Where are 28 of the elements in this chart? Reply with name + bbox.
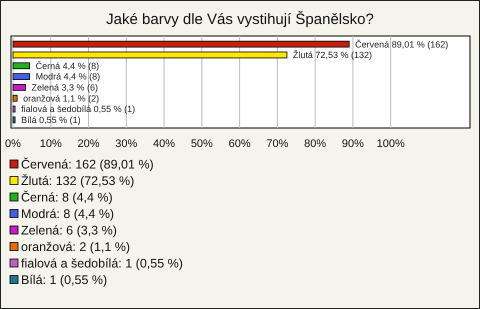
text: fialová a šedobílá: 1 (0,55 %)	[21, 256, 183, 270]
x-tick-label: 60%	[228, 138, 251, 150]
text: Zelená: 6 (3,3 %)	[21, 223, 117, 238]
data-label: Bílá 0,55 % (1)	[21, 115, 81, 126]
x-tick-label: 90%	[342, 138, 364, 150]
x-tick-label: 80%	[304, 138, 326, 150]
data-label: fialová a šedobílá 0,55 % (1)	[21, 104, 136, 114]
data-label: oranžová 1,1 % (2)	[23, 93, 100, 104]
chart-title: Jaké barvy dle Vás vystihují Španělsko?	[106, 10, 374, 28]
text: Bílá: 1 (0,55 %)	[21, 272, 108, 287]
x-tick-label: 40%	[153, 138, 176, 150]
data-label: Modrá 4,4 % (8)	[36, 72, 100, 82]
text: Žlutá: 132 (72,53 %)	[21, 174, 134, 188]
x-tick-label: 100%	[376, 138, 405, 150]
x-tick-label: 50%	[190, 138, 214, 150]
text: oranžová: 2 (1,1 %)	[21, 240, 130, 254]
text: Modrá: 8 (4,4 %)	[21, 206, 114, 221]
data-label: Červená 89,01 % (162)	[355, 39, 448, 50]
x-tick-label: 70%	[266, 138, 289, 150]
text: Černá: 8 (4,4 %)	[21, 190, 113, 204]
x-tick-label: 10%	[40, 138, 62, 150]
x-tick-label: 30%	[115, 138, 138, 150]
data-label: Zelená 3,3 % (6)	[31, 82, 98, 93]
data-label: Černá 4,4 % (8)	[36, 60, 100, 71]
text: Červená: 162 (89,01 %)	[21, 157, 154, 172]
x-tick-label: 20%	[78, 138, 100, 150]
x-tick-label: 0%	[5, 138, 22, 150]
data-label: Žlutá 72,53 % (132)	[292, 50, 372, 60]
